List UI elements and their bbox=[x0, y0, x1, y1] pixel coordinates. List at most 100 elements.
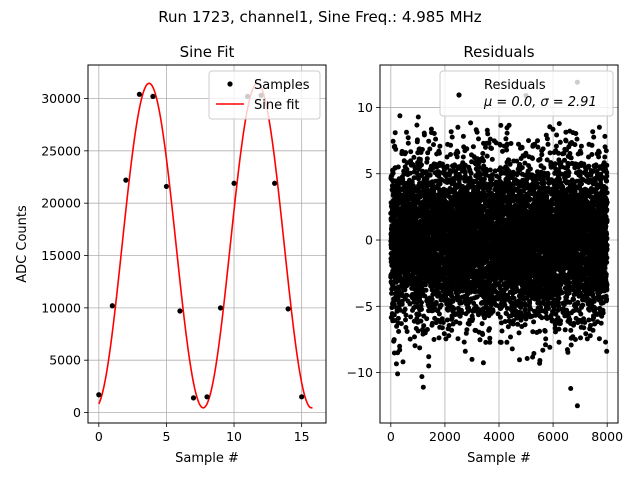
residual-point bbox=[490, 177, 495, 182]
sample-point bbox=[137, 92, 142, 97]
p2-ytick-label: 10 bbox=[357, 100, 373, 115]
residual-point bbox=[437, 144, 442, 149]
residual-point bbox=[432, 337, 437, 342]
residual-point bbox=[490, 157, 495, 162]
residual-point bbox=[440, 325, 445, 330]
residual-point bbox=[403, 150, 408, 155]
residual-point bbox=[434, 300, 439, 305]
residual-point bbox=[498, 315, 503, 320]
residual-point bbox=[448, 152, 453, 157]
residual-point bbox=[457, 321, 462, 326]
sample-point bbox=[96, 392, 101, 397]
residual-point bbox=[426, 139, 431, 144]
residual-point bbox=[509, 141, 514, 146]
residual-point bbox=[416, 329, 421, 334]
residual-point bbox=[413, 343, 418, 348]
residual-point bbox=[418, 157, 423, 162]
residual-point bbox=[464, 327, 469, 332]
sine-fit-xlabel: Sample # bbox=[175, 451, 239, 466]
residual-point bbox=[485, 154, 490, 159]
sample-point bbox=[218, 305, 223, 310]
residual-point bbox=[426, 354, 431, 359]
sample-point bbox=[286, 306, 291, 311]
sine-fit-ylabel: ADC Counts bbox=[15, 205, 30, 283]
residual-point bbox=[396, 165, 401, 170]
p1-ytick-label: 30000 bbox=[41, 91, 81, 106]
residual-point bbox=[422, 133, 427, 138]
residual-point bbox=[455, 125, 460, 130]
residual-point bbox=[420, 147, 425, 152]
residual-point bbox=[430, 297, 435, 302]
residual-point bbox=[481, 360, 486, 365]
residual-point bbox=[464, 146, 469, 151]
p1-ytick-label: 25000 bbox=[41, 143, 81, 158]
residual-point bbox=[450, 135, 455, 140]
residual-point bbox=[419, 300, 424, 305]
residual-point bbox=[442, 331, 447, 336]
residual-point bbox=[397, 113, 402, 118]
residual-point bbox=[432, 131, 437, 136]
residual-point bbox=[503, 136, 508, 141]
residual-point bbox=[397, 348, 402, 353]
residual-point bbox=[459, 311, 464, 316]
residual-point bbox=[404, 313, 409, 318]
sample-point bbox=[110, 303, 115, 308]
residual-point bbox=[504, 148, 509, 153]
sample-point bbox=[204, 394, 209, 399]
legend-label-sine-fit: Sine fit bbox=[254, 98, 300, 113]
residual-point bbox=[393, 147, 398, 152]
p2-ytick-label: 5 bbox=[365, 166, 373, 181]
residual-point bbox=[517, 330, 522, 335]
residual-point bbox=[412, 334, 417, 339]
p2-xtick-label: 6000 bbox=[537, 429, 569, 444]
p1-xtick-label: 10 bbox=[226, 429, 242, 444]
p1-xtick-label: 0 bbox=[95, 429, 103, 444]
p1-ytick-label: 0 bbox=[73, 405, 81, 420]
residual-point bbox=[403, 317, 408, 322]
residual-point bbox=[446, 333, 451, 338]
sample-point bbox=[231, 181, 236, 186]
p2-xtick-label: 8000 bbox=[591, 429, 623, 444]
residual-point bbox=[491, 309, 496, 314]
residual-point bbox=[405, 329, 410, 334]
residual-point bbox=[504, 340, 509, 345]
residual-point bbox=[455, 154, 460, 159]
residual-point bbox=[399, 321, 404, 326]
sample-point bbox=[150, 94, 155, 99]
residuals-title: Residuals bbox=[463, 43, 534, 61]
p1-ytick-label: 10000 bbox=[41, 300, 81, 315]
residual-point bbox=[411, 155, 416, 160]
residual-point bbox=[427, 147, 432, 152]
residual-point bbox=[404, 130, 409, 135]
residual-point bbox=[431, 142, 436, 147]
residual-point bbox=[462, 340, 467, 345]
p1-ytick-label: 5000 bbox=[49, 353, 81, 368]
residual-point bbox=[506, 158, 511, 163]
figure-title: Run 1723, channel1, Sine Freq.: 4.985 MH… bbox=[158, 8, 482, 26]
residual-point bbox=[437, 335, 442, 340]
residual-point bbox=[419, 162, 424, 167]
residual-point bbox=[425, 327, 430, 332]
residual-point bbox=[418, 319, 423, 324]
residual-point bbox=[449, 328, 454, 333]
p1-ytick-label: 15000 bbox=[41, 248, 81, 263]
residual-point bbox=[475, 130, 480, 135]
residual-point bbox=[445, 318, 450, 323]
sample-point bbox=[272, 181, 277, 186]
residual-point bbox=[424, 288, 429, 293]
residual-point bbox=[408, 314, 413, 319]
residual-point bbox=[498, 123, 503, 128]
p2-ytick-label: 0 bbox=[365, 233, 373, 248]
residual-point bbox=[393, 130, 398, 135]
sine-fit-legend: Samples Sine fit bbox=[209, 71, 320, 119]
residual-point bbox=[403, 307, 408, 312]
residual-point bbox=[394, 361, 399, 366]
p2-xtick-label: 2000 bbox=[429, 429, 461, 444]
residual-point bbox=[424, 316, 429, 321]
sample-point bbox=[177, 308, 182, 313]
residual-point bbox=[480, 332, 485, 337]
sine-fit-line bbox=[99, 83, 313, 408]
residual-point bbox=[507, 123, 512, 128]
